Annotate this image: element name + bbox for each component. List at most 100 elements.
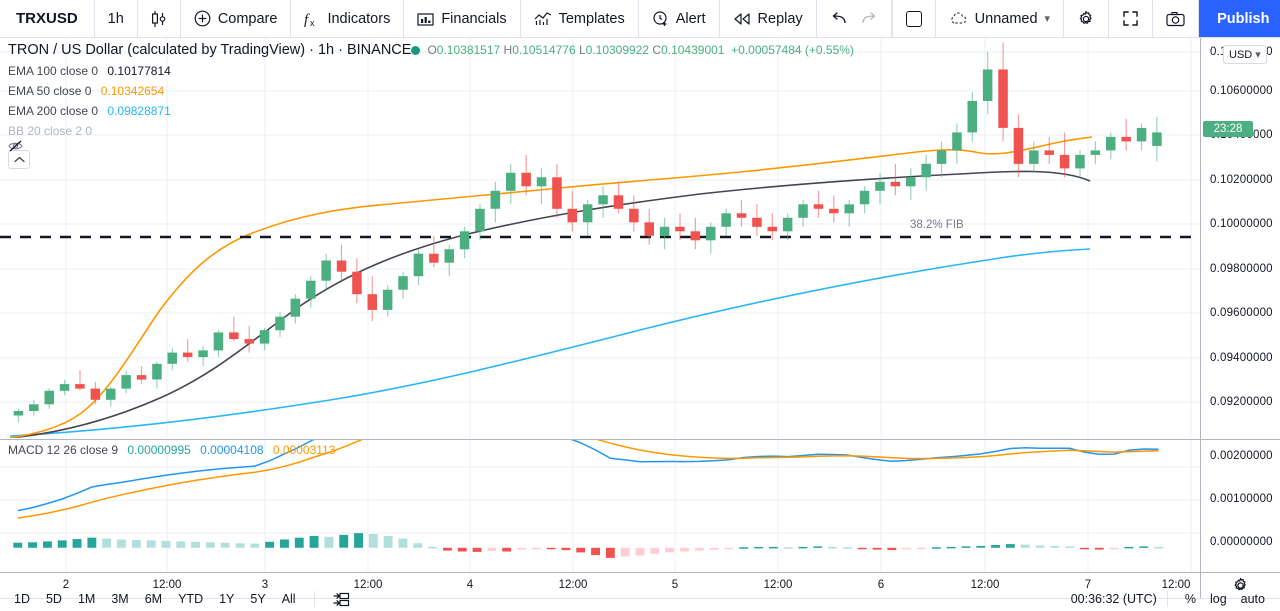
range-button-ytd[interactable]: YTD (178, 592, 204, 606)
macd-axis-label: 0.00100000 (1210, 493, 1273, 505)
price-axis-label: 0.10000000 (1210, 218, 1273, 230)
currency-unit-label: USD (1229, 48, 1253, 61)
macd-axis-label: 0.00200000 (1210, 450, 1273, 462)
time-tick: 12:00 (558, 579, 588, 591)
study-row-ema50[interactable]: EMA 50 close 0 0.10342654 (8, 84, 854, 98)
study-row-ema200[interactable]: EMA 200 close 0 0.09828871 (8, 104, 854, 118)
time-tick: 12:00 (1161, 579, 1191, 591)
bottom-bar-inner: 1D 5D 1M 3M 6M YTD 1Y 5Y All 00:36:32 (U… (0, 586, 1280, 611)
fullscreen-button[interactable] (1109, 0, 1154, 37)
gear-icon (1234, 577, 1246, 591)
range-button-3m[interactable]: 3M (111, 592, 129, 606)
price-axis-label: 0.10600000 (1210, 85, 1273, 97)
scale-log-button[interactable]: log (1209, 592, 1227, 606)
chevron-down-icon: ▾ (1255, 49, 1261, 61)
macd-chart-svg (0, 440, 1200, 572)
study-value: 0.09828871 (107, 104, 171, 118)
ohlc-c-key: C (652, 43, 662, 57)
goto-date-button[interactable] (325, 590, 358, 609)
publish-button[interactable]: Publish (1199, 0, 1280, 37)
compare-button[interactable]: Compare (181, 0, 292, 37)
range-button-1y[interactable]: 1Y (219, 592, 235, 606)
series-color-dot (411, 45, 421, 55)
session-clock: 00:36:32 (UTC) (1070, 592, 1157, 606)
axis-pane-separator (1200, 439, 1280, 440)
study-name: EMA 50 close 0 (8, 84, 92, 98)
settings-button[interactable] (1064, 0, 1110, 37)
time-tick: 12:00 (353, 579, 383, 591)
goto-date-icon (332, 592, 349, 606)
bottom-bar: 1D 5D 1M 3M 6M YTD 1Y 5Y All 00:36:32 (U… (0, 591, 1280, 611)
price-pane[interactable]: TRON / US Dollar (calculated by TradingV… (0, 38, 1200, 438)
fx-icon: f x (304, 10, 320, 28)
price-axis-label: 0.09400000 (1210, 352, 1273, 364)
symbol-label: TRXUSD (16, 10, 78, 27)
ema200-line (9, 248, 1091, 437)
price-axis-label: 0.09800000 (1210, 263, 1273, 275)
toolbar-right-group: Unnamed ▾ (893, 0, 1280, 37)
macd-value-hist: 0.00000995 (127, 443, 191, 457)
time-tick: 3 (261, 579, 269, 591)
study-row-ema100[interactable]: EMA 100 close 0 0.10177814 (8, 64, 854, 78)
indicators-button[interactable]: f x Indicators (291, 0, 405, 37)
ohlc-change: +0.00057484 (+0.55%) (731, 43, 854, 57)
time-axis-settings-button[interactable] (1200, 573, 1280, 598)
chart-style-button[interactable] (138, 0, 181, 37)
symbol-button[interactable]: TRXUSD (0, 0, 95, 37)
price-axis-label: 0.09200000 (1210, 396, 1273, 408)
time-tick: 12:00 (152, 579, 182, 591)
cloud-icon (949, 11, 968, 26)
candles-group (13, 42, 1162, 423)
time-tick: 12:00 (763, 579, 793, 591)
chart-title: TRON / US Dollar (calculated by TradingV… (8, 42, 412, 58)
candlestick-icon (151, 10, 167, 28)
undo-button[interactable] (817, 0, 854, 37)
camera-icon (1166, 11, 1185, 27)
time-tick: 12:00 (970, 579, 1000, 591)
alarm-clock-icon (652, 10, 669, 27)
svg-text:x: x (310, 18, 315, 28)
interval-label: 1h (107, 10, 124, 27)
range-button-5y[interactable]: 5Y (250, 592, 266, 606)
chart-zone: TRON / US Dollar (calculated by TradingV… (0, 38, 1280, 572)
fib-annotation-label[interactable]: 38.2% FIB (910, 219, 964, 231)
ohlc-h-value: 0.10514776 (512, 43, 576, 57)
chevron-down-icon: ▾ (1044, 13, 1051, 25)
redo-button[interactable] (854, 0, 892, 37)
price-axis-label: 0.10200000 (1210, 174, 1273, 186)
time-tick: 7 (1084, 579, 1092, 591)
macd-pane[interactable]: MACD 12 26 close 9 0.00000995 0.00004108… (0, 439, 1200, 572)
financials-button[interactable]: Financials (404, 0, 521, 37)
layout-name-label: Unnamed (974, 10, 1038, 27)
templates-button[interactable]: Templates (521, 0, 639, 37)
scale-percent-button[interactable]: % (1184, 592, 1196, 606)
alert-button[interactable]: Alert (639, 0, 720, 37)
range-button-6m[interactable]: 6M (144, 592, 163, 606)
plus-circle-icon (194, 10, 211, 27)
range-button-1d[interactable]: 1D (14, 592, 30, 606)
hidden-eye-icon[interactable] (8, 140, 854, 152)
price-chart-svg (0, 38, 1200, 438)
financials-label: Financials (441, 10, 507, 27)
redo-arrow-icon (860, 11, 878, 26)
range-button-all[interactable]: All (281, 592, 296, 606)
currency-unit-badge[interactable]: USD ▾ (1223, 45, 1267, 64)
collapse-legend-button[interactable] (8, 150, 30, 169)
save-layout-button[interactable]: Unnamed ▾ (936, 0, 1065, 37)
time-axis[interactable]: 2 12:00 3 12:00 4 12:00 5 12:00 6 12:00 … (0, 572, 1280, 598)
macd-signal-line (17, 440, 1159, 519)
scale-auto-button[interactable]: auto (1240, 592, 1265, 606)
rewind-icon (733, 12, 751, 26)
layout-select-button[interactable] (893, 0, 936, 37)
interval-button[interactable]: 1h (95, 0, 138, 37)
ohlc-l-value: 0.10309922 (585, 43, 650, 57)
range-button-5d[interactable]: 5D (45, 592, 62, 606)
replay-button[interactable]: Replay (720, 0, 817, 37)
publish-label: Publish (1217, 10, 1270, 27)
study-row-bb20[interactable]: BB 20 close 2 0 (8, 124, 854, 152)
study-name: BB 20 close 2 0 (8, 124, 93, 138)
price-axis[interactable]: 0.10800000 USD ▾ 0.10600000 0.10400000 2… (1200, 38, 1280, 572)
range-button-1m[interactable]: 1M (77, 592, 96, 606)
snapshot-button[interactable] (1153, 0, 1200, 37)
macd-legend-row[interactable]: MACD 12 26 close 9 0.00000995 0.00004108… (8, 443, 335, 457)
